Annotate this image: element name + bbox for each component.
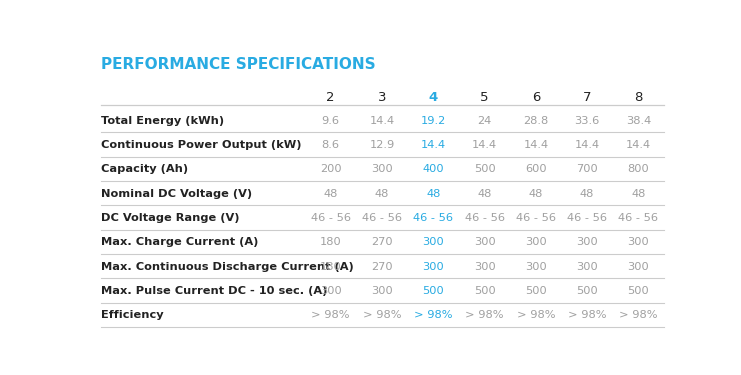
Text: 38.4: 38.4 xyxy=(625,116,651,126)
Text: 500: 500 xyxy=(422,286,444,296)
Text: 2: 2 xyxy=(327,91,335,104)
Text: 12.9: 12.9 xyxy=(370,140,395,150)
Text: 46 - 56: 46 - 56 xyxy=(362,213,402,223)
Text: 14.4: 14.4 xyxy=(523,140,548,150)
Text: 14.4: 14.4 xyxy=(626,140,651,150)
Text: 300: 300 xyxy=(576,237,598,248)
Text: 6: 6 xyxy=(531,91,540,104)
Text: 300: 300 xyxy=(422,262,444,272)
Text: 700: 700 xyxy=(576,165,598,174)
Text: 48: 48 xyxy=(477,189,492,199)
Text: 300: 300 xyxy=(371,165,393,174)
Text: > 98%: > 98% xyxy=(568,310,606,320)
Text: 14.4: 14.4 xyxy=(421,140,446,150)
Text: 48: 48 xyxy=(426,189,440,199)
Text: DC Voltage Range (V): DC Voltage Range (V) xyxy=(102,213,240,223)
Text: 500: 500 xyxy=(628,286,649,296)
Text: Efficiency: Efficiency xyxy=(102,310,164,320)
Text: 33.6: 33.6 xyxy=(574,116,599,126)
Text: 400: 400 xyxy=(422,165,444,174)
Text: 46 - 56: 46 - 56 xyxy=(567,213,607,223)
Text: Max. Charge Current (A): Max. Charge Current (A) xyxy=(102,237,259,248)
Text: 46 - 56: 46 - 56 xyxy=(465,213,505,223)
Text: Continuous Power Output (kW): Continuous Power Output (kW) xyxy=(102,140,302,150)
Text: Max. Continuous Discharge Current (A): Max. Continuous Discharge Current (A) xyxy=(102,262,354,272)
Text: 500: 500 xyxy=(525,286,547,296)
Text: 300: 300 xyxy=(473,237,496,248)
Text: 600: 600 xyxy=(525,165,547,174)
Text: Nominal DC Voltage (V): Nominal DC Voltage (V) xyxy=(102,189,253,199)
Text: 300: 300 xyxy=(371,286,393,296)
Text: 46 - 56: 46 - 56 xyxy=(413,213,453,223)
Text: 180: 180 xyxy=(320,237,342,248)
Text: 300: 300 xyxy=(525,262,547,272)
Text: 500: 500 xyxy=(473,286,496,296)
Text: 5: 5 xyxy=(480,91,489,104)
Text: 800: 800 xyxy=(628,165,649,174)
Text: 48: 48 xyxy=(631,189,645,199)
Text: > 98%: > 98% xyxy=(619,310,658,320)
Text: 180: 180 xyxy=(320,262,342,272)
Text: 300: 300 xyxy=(525,237,547,248)
Text: 14.4: 14.4 xyxy=(370,116,394,126)
Text: 46 - 56: 46 - 56 xyxy=(516,213,556,223)
Text: 7: 7 xyxy=(583,91,591,104)
Text: 300: 300 xyxy=(320,286,342,296)
Text: 9.6: 9.6 xyxy=(322,116,339,126)
Text: 270: 270 xyxy=(371,237,393,248)
Text: 3: 3 xyxy=(378,91,386,104)
Text: 19.2: 19.2 xyxy=(421,116,446,126)
Text: 270: 270 xyxy=(371,262,393,272)
Text: 8: 8 xyxy=(634,91,642,104)
Text: 300: 300 xyxy=(576,262,598,272)
Text: 14.4: 14.4 xyxy=(472,140,497,150)
Text: 200: 200 xyxy=(320,165,342,174)
Text: 48: 48 xyxy=(580,189,594,199)
Text: 300: 300 xyxy=(628,237,649,248)
Text: Capacity (Ah): Capacity (Ah) xyxy=(102,165,188,174)
Text: 48: 48 xyxy=(375,189,389,199)
Text: 28.8: 28.8 xyxy=(523,116,548,126)
Text: > 98%: > 98% xyxy=(465,310,504,320)
Text: 14.4: 14.4 xyxy=(574,140,599,150)
Text: 8.6: 8.6 xyxy=(322,140,339,150)
Text: > 98%: > 98% xyxy=(516,310,555,320)
Text: Max. Pulse Current DC - 10 sec. (A): Max. Pulse Current DC - 10 sec. (A) xyxy=(102,286,328,296)
Text: 48: 48 xyxy=(324,189,338,199)
Text: > 98%: > 98% xyxy=(363,310,402,320)
Text: 300: 300 xyxy=(422,237,444,248)
Text: 300: 300 xyxy=(473,262,496,272)
Text: 4: 4 xyxy=(428,91,438,104)
Text: 500: 500 xyxy=(473,165,496,174)
Text: 24: 24 xyxy=(477,116,492,126)
Text: 46 - 56: 46 - 56 xyxy=(310,213,350,223)
Text: > 98%: > 98% xyxy=(311,310,350,320)
Text: 300: 300 xyxy=(628,262,649,272)
Text: Total Energy (kWh): Total Energy (kWh) xyxy=(102,116,225,126)
Text: > 98%: > 98% xyxy=(414,310,453,320)
Text: 48: 48 xyxy=(528,189,543,199)
Text: PERFORMANCE SPECIFICATIONS: PERFORMANCE SPECIFICATIONS xyxy=(102,57,376,72)
Text: 500: 500 xyxy=(576,286,598,296)
Text: 46 - 56: 46 - 56 xyxy=(619,213,659,223)
